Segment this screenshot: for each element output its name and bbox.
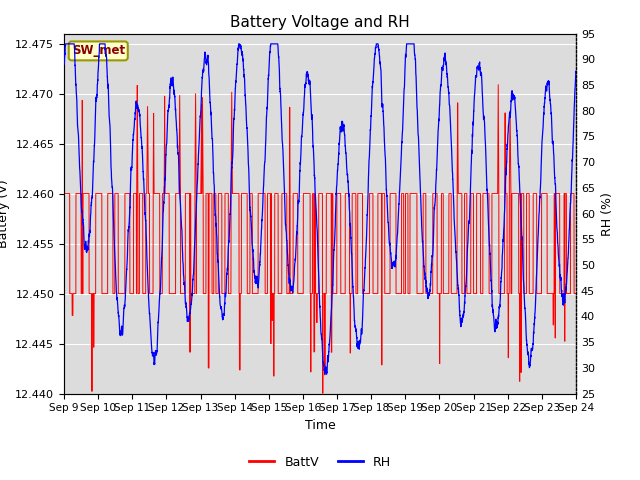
BattV [494, 82, 502, 87]
RH [572, 76, 579, 82]
Title: Battery Voltage and RH: Battery Voltage and RH [230, 15, 410, 30]
BattV [435, 291, 442, 297]
BattV [464, 291, 472, 297]
Y-axis label: Battery (V): Battery (V) [0, 180, 10, 248]
RH [301, 87, 308, 93]
BattV [60, 191, 68, 196]
RH [464, 242, 472, 248]
Legend: BattV, RH: BattV, RH [244, 451, 396, 474]
Line: BattV: BattV [64, 84, 576, 393]
RH [61, 41, 69, 47]
BattV [406, 191, 414, 196]
BattV [572, 291, 579, 297]
X-axis label: Time: Time [305, 419, 335, 432]
RH [572, 70, 580, 75]
RH [152, 350, 160, 356]
BattV [152, 191, 160, 196]
RH [323, 372, 330, 377]
BattV [301, 191, 308, 196]
BattV [319, 390, 326, 396]
Line: RH: RH [64, 44, 576, 374]
RH [435, 120, 442, 126]
BattV [572, 291, 580, 297]
RH [406, 41, 414, 47]
RH [60, 60, 68, 66]
Y-axis label: RH (%): RH (%) [600, 192, 614, 236]
Text: SW_met: SW_met [72, 44, 125, 58]
